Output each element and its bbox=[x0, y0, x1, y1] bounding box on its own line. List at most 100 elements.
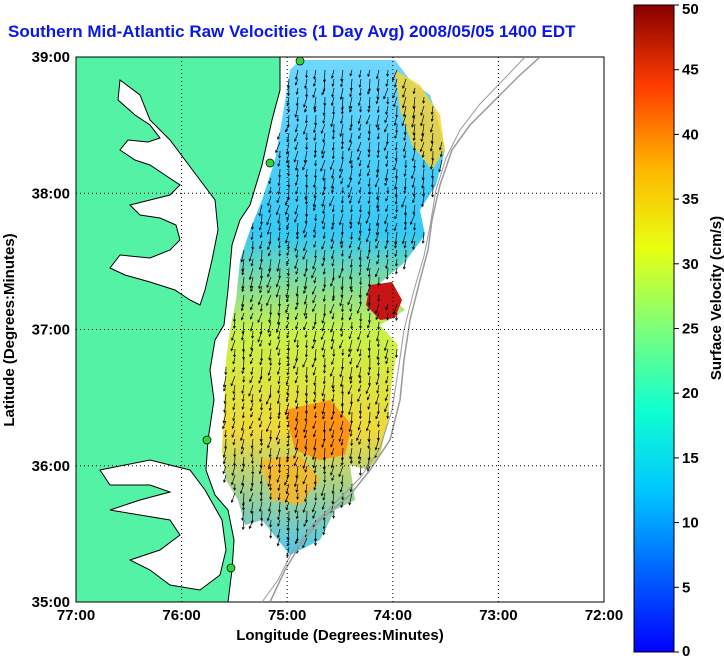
velocity-arrow bbox=[341, 150, 345, 161]
velocity-arrow bbox=[366, 330, 371, 339]
velocity-arrow bbox=[241, 384, 245, 395]
velocity-arrow bbox=[412, 240, 416, 251]
velocity-arrow bbox=[357, 447, 362, 460]
velocity-arrow bbox=[284, 123, 290, 133]
y-tick-label: 35:00 bbox=[32, 594, 70, 611]
velocity-arrow bbox=[304, 330, 308, 339]
velocity-arrow bbox=[413, 222, 417, 231]
velocity-arrow bbox=[384, 177, 389, 187]
colorbar-tick-label: 20 bbox=[682, 385, 699, 402]
velocity-arrow bbox=[266, 222, 272, 235]
velocity-arrow bbox=[385, 303, 389, 311]
velocity-arrow bbox=[349, 303, 353, 313]
velocity-arrow bbox=[412, 87, 416, 95]
velocity-arrow bbox=[367, 276, 371, 288]
velocity-arrow bbox=[223, 384, 227, 392]
chesapeake-bay bbox=[109, 79, 219, 306]
velocity-arrow bbox=[224, 366, 228, 376]
velocity-arrow bbox=[394, 249, 398, 258]
velocity-arrow bbox=[313, 177, 317, 189]
velocity-arrow bbox=[367, 366, 371, 376]
velocity-arrow bbox=[269, 357, 273, 367]
velocity-arrow bbox=[347, 186, 353, 199]
velocity-arrow bbox=[276, 258, 281, 272]
velocity-arrow bbox=[347, 141, 353, 152]
colorbar-tick-label: 25 bbox=[682, 321, 699, 338]
velocity-arrow bbox=[349, 357, 353, 365]
velocity-arrow bbox=[357, 330, 362, 341]
velocity-arrow bbox=[385, 159, 389, 168]
velocity-arrow bbox=[314, 168, 318, 179]
velocity-arrow bbox=[250, 411, 254, 418]
velocity-arrow bbox=[329, 420, 335, 432]
velocity-arrow bbox=[313, 105, 317, 113]
velocity-arrow bbox=[286, 519, 290, 531]
velocity-arrow bbox=[411, 150, 416, 162]
velocity-arrow bbox=[349, 456, 353, 464]
velocity-arrow bbox=[296, 339, 300, 349]
velocity-arrow bbox=[269, 519, 273, 528]
x-axis-ticks: 77:00 76:00 75:00 74:00 73:00 72:00 bbox=[57, 607, 623, 624]
velocity-arrow bbox=[267, 321, 272, 334]
velocity-arrow bbox=[311, 267, 317, 279]
velocity-arrow bbox=[331, 186, 335, 194]
velocity-arrow bbox=[403, 168, 407, 177]
velocity-arrow bbox=[374, 267, 380, 278]
colorbar-tick-label: 15 bbox=[682, 450, 699, 467]
velocity-arrow bbox=[249, 348, 254, 358]
velocity-arrow bbox=[287, 105, 291, 113]
velocity-arrow bbox=[275, 141, 281, 154]
velocity-arrow bbox=[267, 474, 272, 488]
velocity-arrow bbox=[340, 501, 344, 509]
velocity-arrow bbox=[313, 528, 317, 542]
velocity-arrow bbox=[384, 123, 389, 133]
velocity-arrow bbox=[367, 438, 371, 450]
velocity-arrow bbox=[330, 330, 335, 343]
velocity-arrow bbox=[265, 393, 272, 405]
velocity-arrow bbox=[294, 213, 299, 223]
velocity-arrow bbox=[295, 303, 299, 311]
velocity-arrow bbox=[277, 330, 281, 340]
velocity-arrow bbox=[267, 285, 272, 294]
velocity-arrow bbox=[365, 231, 371, 243]
velocity-arrow bbox=[341, 492, 345, 501]
velocity-arrow bbox=[286, 258, 290, 266]
velocity-arrow bbox=[385, 267, 389, 280]
velocity-arrow bbox=[394, 168, 398, 180]
velocity-arrow bbox=[321, 384, 326, 397]
velocity-arrow bbox=[302, 159, 308, 171]
velocity-arrow bbox=[287, 159, 291, 169]
velocity-arrow bbox=[330, 177, 335, 190]
velocity-arrow bbox=[421, 177, 425, 189]
velocity-arrow bbox=[295, 294, 299, 306]
velocity-arrow bbox=[313, 222, 317, 233]
velocity-arrow bbox=[304, 105, 308, 113]
velocity-arrow bbox=[259, 393, 263, 403]
velocity-arrow bbox=[250, 285, 254, 292]
velocity-arrow bbox=[305, 168, 309, 178]
velocity-arrow bbox=[404, 249, 408, 259]
velocity-arrow bbox=[314, 159, 318, 167]
velocity-arrow bbox=[294, 312, 299, 321]
velocity-arrow bbox=[296, 492, 300, 500]
velocity-arrow bbox=[304, 483, 308, 494]
velocity-arrow bbox=[349, 447, 353, 460]
velocity-arrow bbox=[321, 501, 326, 510]
velocity-arrow bbox=[313, 240, 317, 248]
velocity-arrow bbox=[365, 114, 371, 125]
velocity-arrow bbox=[251, 330, 255, 339]
velocity-arrow bbox=[394, 132, 398, 139]
velocity-arrow bbox=[358, 123, 362, 132]
velocity-arrow bbox=[429, 123, 434, 133]
velocity-arrow bbox=[338, 213, 344, 226]
velocity-arrow bbox=[258, 276, 263, 290]
velocity-arrow bbox=[314, 249, 318, 259]
velocity-arrow bbox=[358, 231, 362, 242]
velocity-arrow bbox=[277, 231, 281, 242]
velocity-arrow bbox=[402, 105, 407, 118]
velocity-arrow bbox=[347, 294, 353, 306]
velocity-arrow bbox=[412, 195, 416, 204]
velocity-arrow bbox=[232, 384, 236, 395]
velocity-arrow bbox=[358, 159, 362, 167]
